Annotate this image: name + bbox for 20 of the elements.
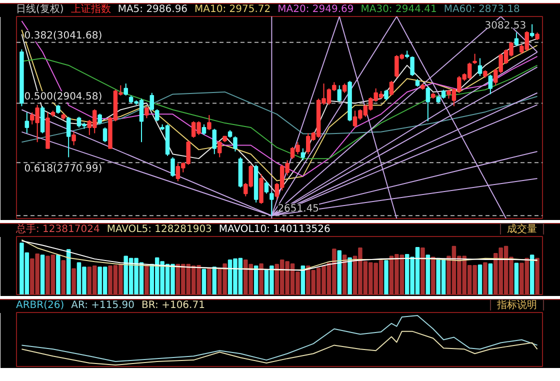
text: AR: +115.90 (71, 299, 135, 313)
chart-title: ARBR(26) (16, 299, 64, 313)
text: MA30: 2944.41 (360, 3, 437, 17)
text: MA20: 2949.69 (278, 3, 354, 17)
text: 指标说明 (490, 299, 544, 312)
annotation: 3082.53 (484, 20, 526, 32)
text: MAVOL10: 140113526 (218, 223, 330, 237)
chart-subtitle: 上证指数 (70, 3, 111, 17)
text: MAVOL5: 128281903 (106, 223, 212, 237)
text: 成交量 (500, 223, 544, 236)
text: MA5: 2986.96 (118, 3, 188, 17)
chart-title: 总手: 123817024 (16, 223, 100, 237)
ref-line-label: 0.618(2770.99) (24, 164, 102, 175)
text: BR: +106.71 (142, 299, 205, 313)
ref-line-label: 0.382(3041.68) (24, 30, 102, 42)
ref-line-label: 0.500(2904.58) (24, 91, 102, 102)
chart-title: 日线(复权) (16, 3, 64, 17)
annotation: 2651.45 (278, 204, 320, 215)
text: MA10: 2975.72 (194, 3, 271, 17)
text: MA60: 2873.18 (444, 3, 520, 17)
